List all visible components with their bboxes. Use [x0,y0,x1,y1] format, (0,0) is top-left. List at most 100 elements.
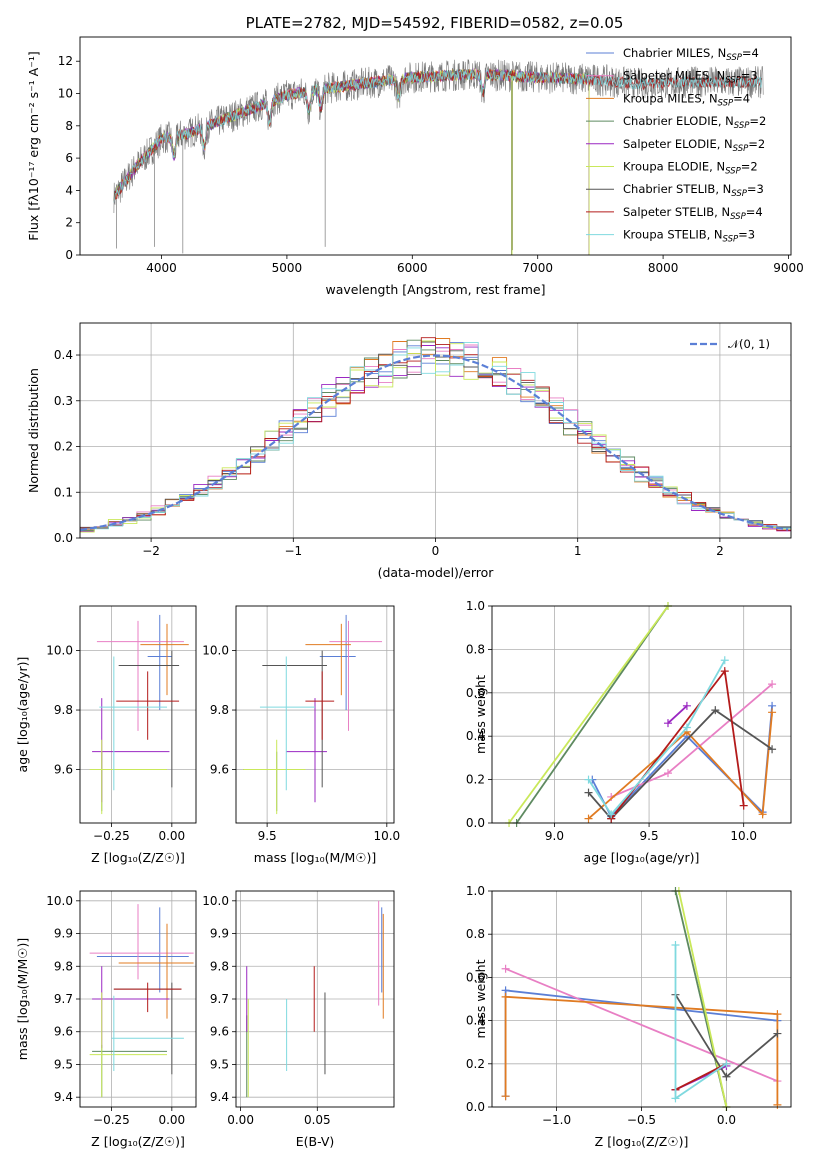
y-tick-label: 9.8 [54,959,73,973]
x-axis-label: age [log₁₀(age/yr)] [584,850,700,865]
y-tick-label: 9.6 [54,762,73,776]
normal-curve [79,354,789,532]
y-axis-label: mass [log₁₀(M/M☉)] [15,938,30,1060]
y-tick-label: 9.4 [54,1090,73,1104]
axes: 4000 5000 6000 7000 8000 9000 0 2 4 6 8 10 12 wavelen… [26,36,804,297]
x-tick-label: −2 [142,544,160,558]
legend-subscript: SSP [734,121,750,131]
weight-line-salpeter_miles [505,967,778,1082]
weight-marker [768,708,777,717]
y-axis-label: age [log₁₀(age/yr)] [15,657,30,773]
axes-frame [235,605,395,824]
y-axis-label: Flux [fλ10⁻¹⁷ erg cm⁻² s⁻¹ A⁻¹] [26,51,41,240]
axes: −2 −1 0 1 2 0.0 0.1 0.2 0.3 0.4 (data-model)/error… [26,322,792,580]
x-axis-label: (data-model)/error [378,565,495,580]
y-tick-label: 0.6 [466,970,485,984]
legend-label: Chabrier ELODIE, N [623,114,734,128]
data-point-kroupa_miles [118,923,194,1019]
x-tick-label: 0.0 [717,1113,736,1127]
weight-marker [671,1094,680,1103]
x-tick-label: 10.0 [373,829,400,843]
weight-line-kroupa_miles [504,995,779,1105]
axes-frame [79,890,197,1108]
panel-5: −0.25 0.00 9.4 9.5 9.6 9.7 9.8 9.9 10.0 Z [log₁₀(… [15,890,197,1149]
weight-line-chabrier_stelib [587,709,773,821]
legend-subscript: SSP [723,235,739,245]
axes: −1.0 −0.5 0.0 0.0 0.2 0.4 0.6 0.8 1.0 Z [log₁₀(Z/… [466,884,792,1149]
y-tick-label: 0.0 [466,816,485,830]
legend-count: =2 [748,137,765,151]
data-point-kroupa_stelib [111,995,184,1071]
y-tick-label: 9.8 [210,959,229,973]
axes: −0.25 0.00 9.6 9.8 10.0 Z [log₁₀(Z/Z☉)] age [l… [15,605,197,865]
data-point-salpeter_elodie [92,966,170,1049]
weight-line-kroupa_elodie [678,890,728,1108]
legend-label: 𝒩(0, 1) [728,337,770,351]
panel-4: 9.0 9.5 10.0 0.0 0.2 0.4 0.6 0.8 1.0 age [log₁₀(a… [466,599,792,865]
y-tick-label: 10.0 [202,644,229,658]
x-tick-label: 9000 [773,261,804,275]
y-tick-label: 9.6 [210,762,229,776]
x-axis-label: E(B-V) [296,1134,335,1149]
legend-entry: Kroupa MILES, NSSP=4 [623,91,750,108]
data-point-chabrier_miles [147,614,172,711]
y-tick-label: 0.2 [466,773,485,787]
axes-frame [491,605,792,824]
x-tick-label: −0.25 [93,829,130,843]
plot-area [505,602,777,827]
weight-marker [768,745,777,754]
y-tick-label: 9.8 [210,703,229,717]
axes-frame [235,890,395,1108]
x-tick-label: 0.00 [158,1113,185,1127]
legend-entry: Chabrier MILES, NSSP=4 [623,46,759,63]
data-point-salpeter_miles [96,620,184,731]
x-tick-label: −0.5 [627,1113,656,1127]
plot-area [89,904,194,1098]
panel-7: −1.0 −0.5 0.0 0.0 0.2 0.4 0.6 0.8 1.0 Z [log₁₀(Z/… [466,884,792,1149]
x-tick-label: −1.0 [542,1113,571,1127]
legend-count: =3 [738,228,755,242]
weight-line-chabrier_elodie [515,605,669,824]
legend-count: =2 [741,160,758,174]
legend-count: =4 [733,91,750,105]
weight-line-kroupa_elodie [508,605,669,824]
figure-title: PLATE=2782, MJD=54592, FIBERID=0582, z=0… [246,14,624,32]
y-tick-label: 0.3 [54,394,73,408]
x-tick-label: 0.00 [227,1113,254,1127]
y-tick-label: 9.5 [54,1057,73,1071]
panel-0: 4000 5000 6000 7000 8000 9000 0 2 4 6 8 10 12 wavelen… [26,36,804,297]
legend-subscript: SSP [718,98,734,108]
legend-subscript: SSP [725,167,741,177]
legend-subscript: SSP [731,189,747,199]
x-tick-label: −1 [284,544,302,558]
data-point-kroupa_elodie [89,739,167,815]
data-point-kroupa_miles [305,623,351,696]
y-tick-label: 1.0 [466,884,485,898]
data-point-salpeter_miles [329,620,383,731]
y-tick-label: 0.8 [466,642,485,656]
legend-label: Kroupa MILES, N [623,91,718,105]
weight-marker [711,706,720,715]
x-tick-label: 0.05 [304,1113,331,1127]
weight-marker [720,667,729,676]
x-axis-label: Z [log₁₀(Z/Z☉)] [91,1134,185,1149]
weight-line-salpeter_elodie [667,705,688,724]
legend: 𝒩(0, 1) [690,337,770,351]
data-point-salpeter_stelib [305,671,335,740]
x-axis-label: Z [log₁₀(Z/Z☉)] [91,850,185,865]
legend-count: =2 [749,114,766,128]
panel-6: 0.00 0.05 9.4 9.5 9.6 9.7 9.8 9.9 10.0 E(B-V) [202,890,395,1149]
weight-marker [501,964,510,973]
weight-marker [773,1029,782,1038]
weight-marker [773,1010,782,1019]
axes-frame [79,36,792,256]
panel-2: −0.25 0.00 9.6 9.8 10.0 Z [log₁₀(Z/Z☉)] age [l… [15,605,197,865]
weight-marker [773,1100,782,1109]
data-point-chabrier_miles [96,907,189,993]
y-tick-label: 10.0 [202,894,229,908]
data-point-chabrier_miles [319,614,356,711]
data-point-kroupa_elodie [89,992,167,1098]
weight-marker [663,719,672,728]
legend-label: Chabrier MILES, N [623,46,726,60]
